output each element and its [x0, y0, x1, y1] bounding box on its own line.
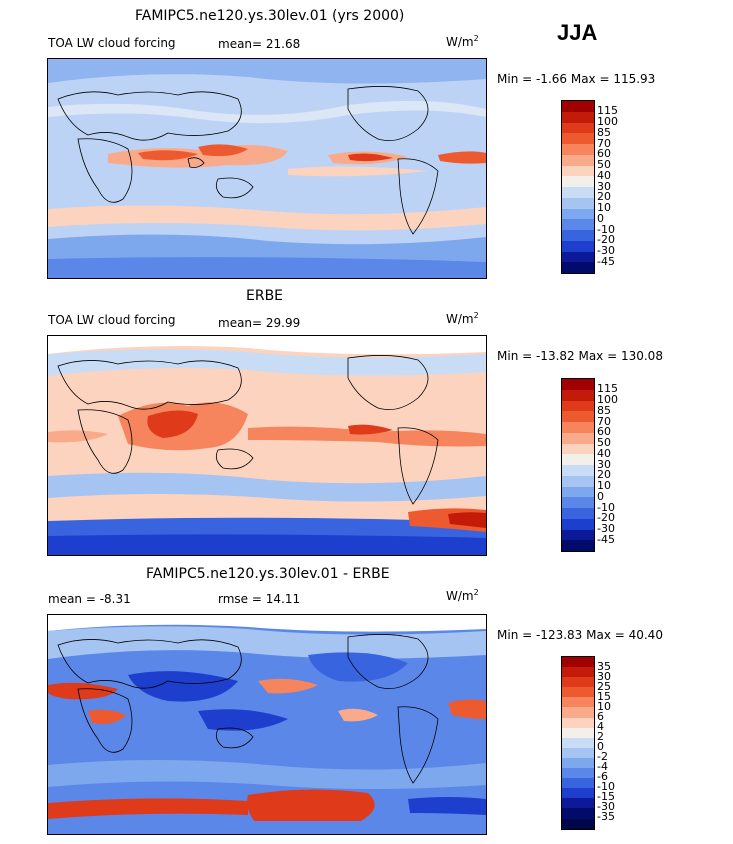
cb2-tick: -10 [597, 501, 615, 514]
cb1-tick: 70 [597, 137, 611, 150]
cb1-tick: 0 [597, 212, 604, 225]
cb1-tick: 10 [597, 201, 611, 214]
cb2-tick: 50 [597, 436, 611, 449]
cb2-tick: 40 [597, 447, 611, 460]
cb1-tick: -10 [597, 223, 615, 236]
cb3-tick: 0 [597, 740, 604, 753]
cb2-tick: 10 [597, 479, 611, 492]
cb1-tick: -45 [597, 255, 615, 268]
cb3-tick: 6 [597, 710, 604, 723]
cb2-tick: 100 [597, 393, 618, 406]
cb3-tick: -4 [597, 760, 608, 773]
panel-2-title: ERBE [246, 288, 284, 304]
cb2-tick: 60 [597, 425, 611, 438]
cb2-tick: 30 [597, 458, 611, 471]
cb3-tick: 10 [597, 700, 611, 713]
cb3-tick: 25 [597, 680, 611, 693]
cb3-tick: -15 [597, 790, 615, 803]
cb2-tick: -20 [597, 511, 615, 524]
cb1-tick: 50 [597, 158, 611, 171]
cb1-tick: 30 [597, 180, 611, 193]
cb2-tick: -30 [597, 522, 615, 535]
cb3-tick: 4 [597, 720, 604, 733]
panel-3-title: FAMIPC5.ne120.ys.30lev.01 - ERBE [146, 566, 390, 582]
cb1-tick: 40 [597, 169, 611, 182]
cb3-tick: 30 [597, 670, 611, 683]
cb1-tick: 100 [597, 115, 618, 128]
cb1-tick: 20 [597, 190, 611, 203]
cb1-tick: -20 [597, 233, 615, 246]
panel-2-map [47, 335, 487, 556]
panel-1-map [47, 58, 487, 279]
cb3-tick: -10 [597, 780, 615, 793]
cb1-tick: 115 [597, 104, 618, 117]
cb2-tick: -45 [597, 533, 615, 546]
panel-1-title: FAMIPC5.ne120.ys.30lev.01 (yrs 2000) [135, 8, 405, 24]
panel-3-unit: W/m2 [446, 588, 479, 603]
cb2-tick: 0 [597, 490, 604, 503]
panel-2-unit: W/m2 [446, 311, 479, 326]
panel-2-minmax: Min = -13.82 Max = 130.08 [497, 349, 663, 363]
panel-3-map [47, 614, 487, 835]
cb3-tick: -2 [597, 750, 608, 763]
panel-1-colorbar-swatches [561, 100, 595, 274]
panel-3-minmax: Min = -123.83 Max = 40.40 [497, 628, 663, 642]
panel-2-colorbar-swatches [561, 378, 595, 552]
cb3-tick: -35 [597, 810, 615, 823]
cb3-tick: -30 [597, 800, 615, 813]
cb2-tick: 115 [597, 382, 618, 395]
season-label: JJA [557, 20, 598, 45]
panel-1-variable-label: TOA LW cloud forcing [48, 36, 176, 50]
cb2-tick: 20 [597, 468, 611, 481]
panel-3-rmse-label: rmse = 14.11 [218, 592, 301, 606]
panel-1-minmax: Min = -1.66 Max = 115.93 [497, 72, 656, 86]
cb1-tick: -30 [597, 244, 615, 257]
cb3-tick: -6 [597, 770, 608, 783]
panel-1-unit: W/m2 [446, 34, 479, 49]
cb3-tick: 15 [597, 690, 611, 703]
panel-3-mean-label: mean = -8.31 [48, 592, 131, 606]
cb1-tick: 85 [597, 126, 611, 139]
panel-3-colorbar-swatches [561, 656, 595, 830]
cb2-tick: 70 [597, 415, 611, 428]
cb2-tick: 85 [597, 404, 611, 417]
panel-1-mean-label: mean= 21.68 [218, 37, 301, 51]
cb3-tick: 2 [597, 730, 604, 743]
cb1-tick: 60 [597, 147, 611, 160]
panel-2-mean-label: mean= 29.99 [218, 316, 301, 330]
panel-2-variable-label: TOA LW cloud forcing [48, 313, 176, 327]
cb3-tick: 35 [597, 660, 611, 673]
